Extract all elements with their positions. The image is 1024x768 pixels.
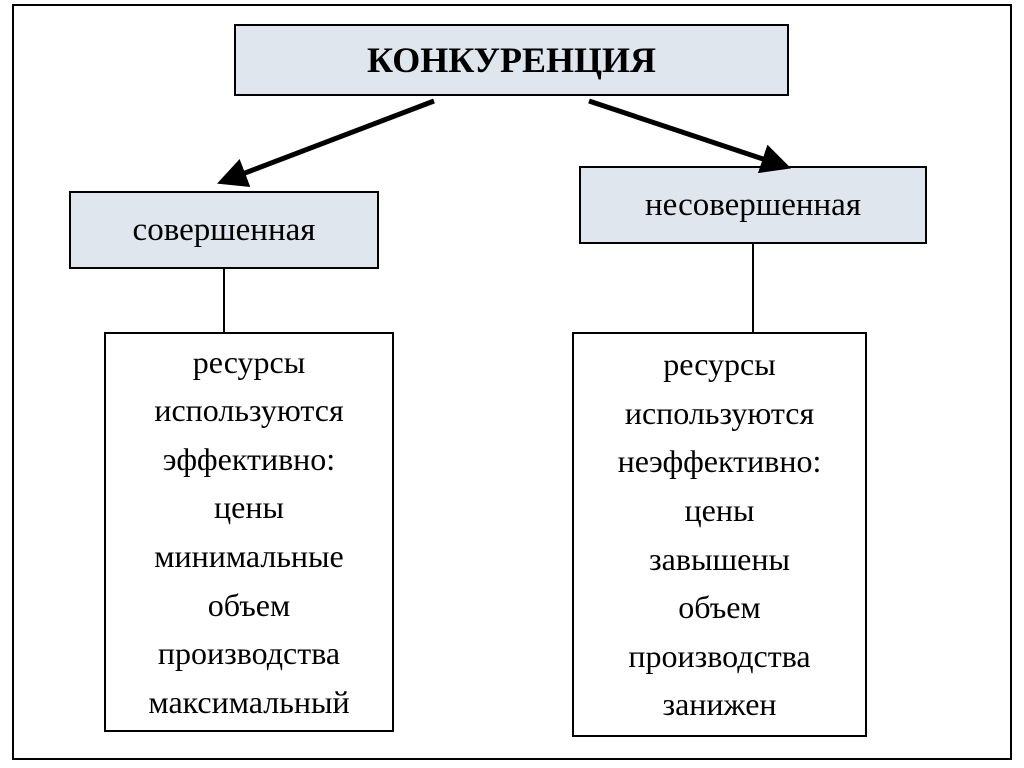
right-category-label: несовершенная [645,187,861,224]
diagram-frame: КОНКУРЕНЦИЯ совершенная несовершенная ре… [12,4,1012,760]
left-description-box: ресурсы используются эффективно: цены ми… [104,332,394,732]
arrow-left [224,101,434,181]
title-box: КОНКУРЕНЦИЯ [234,24,789,96]
left-category-label: совершенная [133,212,316,249]
left-description-text: ресурсы используются эффективно: цены ми… [148,338,349,727]
arrow-right [589,101,784,166]
right-category-box: несовершенная [579,166,927,244]
right-description-box: ресурсы используются неэффективно: цены … [572,332,867,737]
title-text: КОНКУРЕНЦИЯ [367,39,656,81]
left-category-box: совершенная [69,191,379,269]
right-description-text: ресурсы используются неэффективно: цены … [618,340,822,729]
